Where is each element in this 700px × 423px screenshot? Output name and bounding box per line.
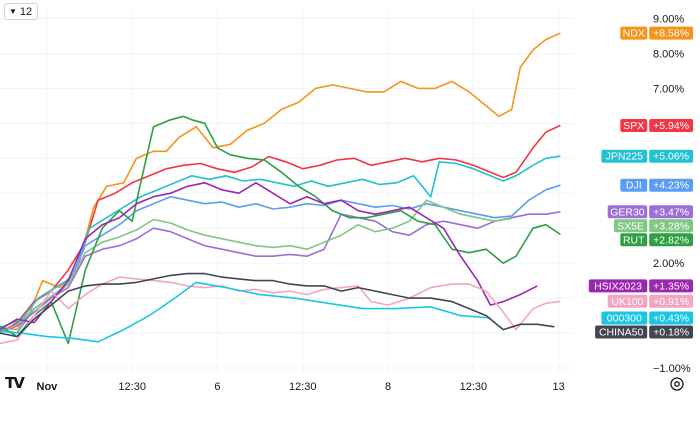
series-badge: HSIX2023 +1.35% [588,279,693,293]
series-name-badge [595,325,648,339]
x-tick-label: 12:30 [118,381,146,393]
x-tick-label: 12:30 [460,381,488,393]
x-tick-label: 12:30 [289,381,317,393]
x-tick-label: 13 [553,381,565,393]
series-name-label: 000300 [607,313,642,325]
series-change-badge [649,205,693,219]
series-change-label: +5.94% [653,120,689,132]
series-change-badge [649,233,693,247]
series-badge: UK100 +0.91% [607,294,693,308]
series-name-badge [614,219,648,233]
series-badge: NDX +8.58% [620,26,693,40]
series-lines [0,32,561,345]
x-tick-label: 6 [214,381,220,393]
series-change-label: +0.18% [653,327,689,339]
tradingview-logo-icon[interactable]: TV [5,374,25,392]
series-line-spx[interactable] [0,124,561,334]
series-line-rut[interactable] [0,115,561,345]
series-name-label: UK100 [611,296,643,308]
interval-label: 12 [19,5,33,18]
series-badge: SX5E +3.28% [614,219,693,233]
series-badge: GER30 +3.47% [607,205,693,219]
x-axis: Nov 12:30 6 12:30 8 12:30 13 [37,381,565,393]
series-name-label: CHINA50 [599,327,644,339]
series-name-label: GER30 [610,206,645,218]
series-line-jpn225[interactable] [0,155,561,329]
series-name-badge [620,178,648,192]
series-line-sx5e[interactable] [0,199,512,334]
series-change-badge [649,219,693,233]
series-change-label: +4.23% [653,180,689,192]
series-line-uk100[interactable] [0,276,561,345]
series-name-label: NDX [623,28,645,40]
series-name-badge [607,205,648,219]
series-name-label: DJI [626,180,642,192]
series-change-badge [649,118,693,132]
series-name-badge [620,233,648,247]
series-name-badge [620,26,648,40]
series-change-label: +3.47% [653,206,689,218]
series-line-china50[interactable] [0,272,555,338]
series-badge: 000300 +0.43% [601,311,693,325]
series-name-badge [601,149,648,163]
series-name-label: RUT [623,234,645,246]
series-line-000300[interactable] [0,281,491,343]
y-tick-label: 9.00% [653,13,684,25]
series-change-label: +3.28% [653,220,689,232]
series-line-ndx[interactable] [0,32,561,331]
x-tick-label: 8 [385,381,391,393]
series-line-dji[interactable] [0,184,561,334]
series-name-label: HSIX2023 [594,280,642,292]
series-change-badge [649,149,693,163]
series-line-ger30[interactable] [0,211,561,333]
interval-selector[interactable]: ▼ 12 [4,3,38,20]
series-badge: DJI +4.23% [620,178,693,192]
tradingview-logo-text: TV [5,374,25,392]
series-change-badge [649,26,693,40]
series-name-badge [607,294,648,308]
series-change-label: +0.91% [653,296,689,308]
series-line-hsix2023[interactable] [0,182,538,331]
gridlines [0,8,574,375]
series-change-label: +8.58% [653,28,689,40]
x-tick-label: Nov [37,381,59,393]
series-change-badge [649,294,693,308]
y-tick-label: 2.00% [653,258,684,270]
series-name-badge [601,311,648,325]
series-name-label: JPN225 [606,151,644,163]
series-badge: JPN225 +5.06% [601,149,693,163]
series-name-label: SPX [623,120,644,132]
series-change-label: +2.82% [653,234,689,246]
chevron-down-icon: ▼ [9,7,17,16]
series-change-badge [649,325,693,339]
series-change-label: +1.35% [653,280,689,292]
series-badge: RUT +2.82% [620,233,693,247]
series-name-badge [620,118,648,132]
y-tick-label: −1.00% [653,363,691,375]
series-badge: CHINA50 +0.18% [595,325,693,339]
series-change-badge [649,279,693,293]
series-change-badge [649,311,693,325]
y-axis: 9.00% 8.00% 7.00% 2.00% −1.00% [653,13,691,375]
series-change-label: +5.06% [653,151,689,163]
series-name-badge [588,279,648,293]
settings-gear-icon[interactable] [669,376,685,392]
series-badge: SPX +5.94% [620,118,693,132]
y-tick-label: 8.00% [653,48,684,60]
series-change-label: +0.43% [653,313,689,325]
y-tick-label: 7.00% [653,83,684,95]
series-legend: NDX +8.58% SPX +5.94% JPN225 +5.06% DJI +4.23% G… [588,26,693,339]
series-name-label: SX5E [617,220,644,232]
series-change-badge [649,178,693,192]
